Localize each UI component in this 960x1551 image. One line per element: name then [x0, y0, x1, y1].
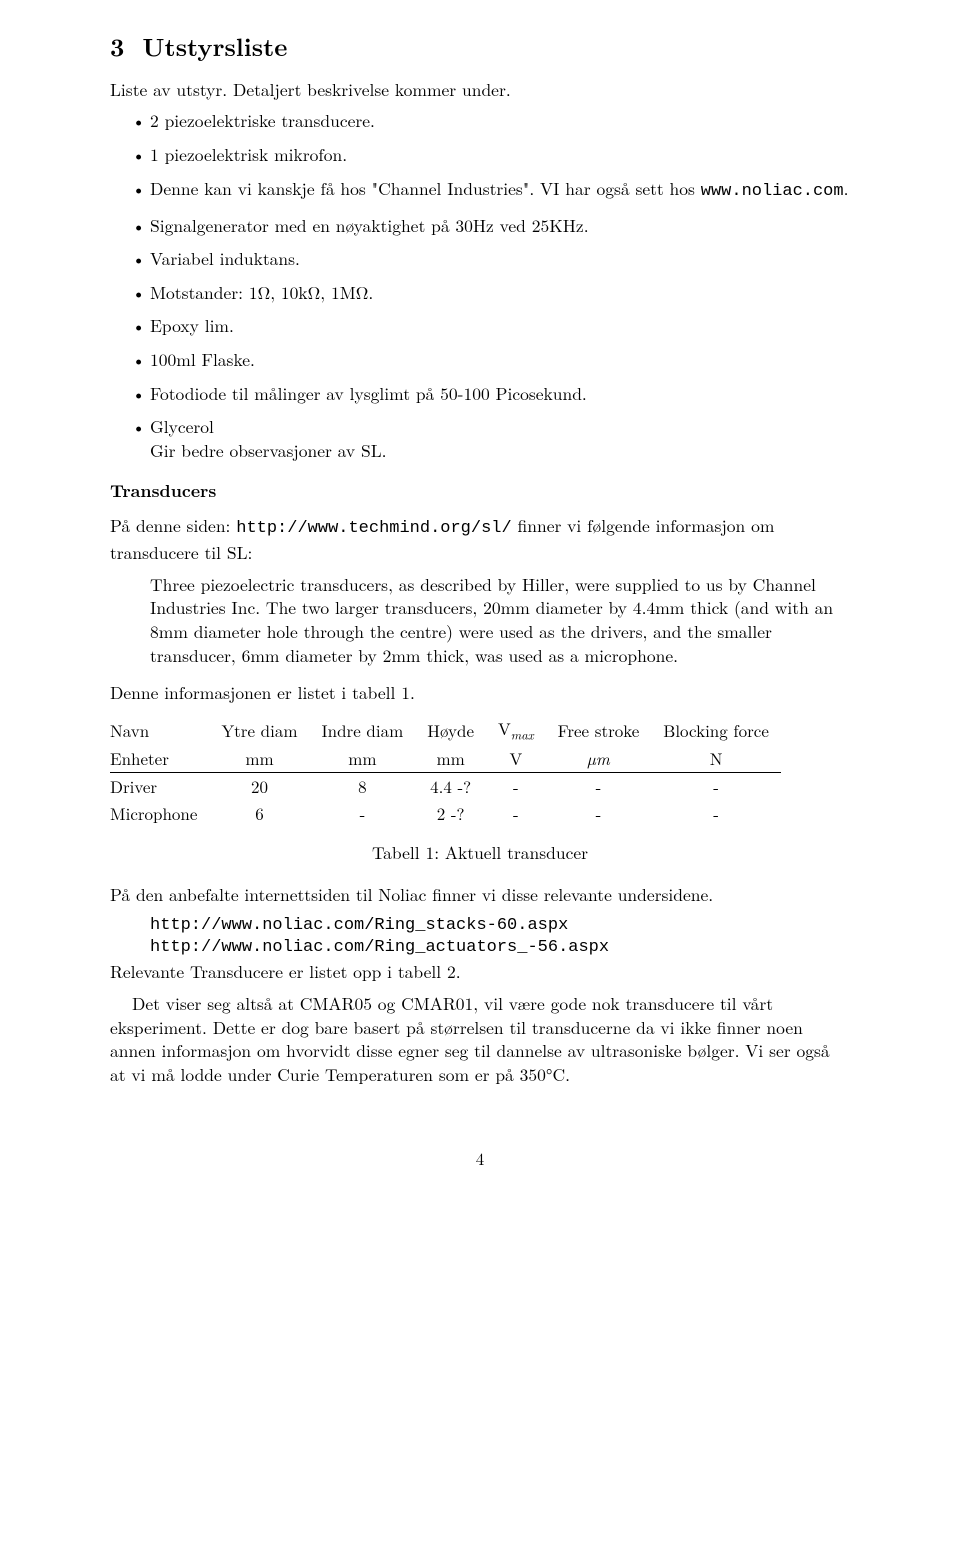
col-header: Vmax — [486, 715, 546, 746]
list-item: Fotodiode til målinger av lysglimt på 50… — [110, 382, 850, 406]
list-item-url: www.noliac.com — [701, 182, 844, 201]
list-item: Epoxy lim. — [110, 314, 850, 338]
cell: - — [546, 800, 652, 827]
text: V — [498, 716, 511, 740]
cell: - — [486, 800, 546, 827]
intro-paragraph: Liste av utstyr. Detaljert beskrivelse k… — [110, 78, 850, 102]
quote-block: Three piezoelectric transducers, as desc… — [150, 573, 850, 668]
transducers-p2: Denne informasjonen er listet i tabell 1… — [110, 681, 850, 705]
cell: - — [486, 773, 546, 800]
list-item-text: 100ml Flaske. — [150, 347, 255, 372]
list-item: Motstander: 1Ω, 10kΩ, 1MΩ. — [110, 281, 850, 305]
list-item-text: Denne kan vi kanskje få hos "Channel Ind… — [150, 176, 701, 201]
cell: - — [310, 800, 416, 827]
page-number: 4 — [110, 1147, 850, 1170]
cell: 4.4 -? — [415, 773, 486, 800]
table-units-row: Enheter mm mm mm V µm N — [110, 745, 781, 772]
cell: Driver — [110, 773, 209, 800]
list-item-text: . — [844, 176, 849, 201]
unit-cell: Enheter — [110, 745, 209, 772]
page: 3 Utstyrsliste Liste av utstyr. Detaljert… — [0, 0, 960, 1229]
cell: - — [651, 773, 781, 800]
list-item-text: 2 piezoelektriske transducere. — [150, 108, 375, 133]
unit-cell: mm — [310, 745, 416, 772]
cell: Microphone — [110, 800, 209, 827]
col-header: Ytre diam — [209, 715, 309, 746]
cell: - — [651, 800, 781, 827]
section-heading: 3 Utstyrsliste — [110, 30, 850, 64]
text: På denne siden: — [110, 513, 236, 538]
list-item-text: Signalgenerator med en nøyaktighet på 30… — [150, 213, 589, 238]
unit-cell: mm — [415, 745, 486, 772]
unit-cell: mm — [209, 745, 309, 772]
list-item: 2 piezoelektriske transducere. — [110, 109, 850, 133]
table-row: Driver 20 8 4.4 -? - - - — [110, 773, 781, 800]
list-item: 100ml Flaske. — [110, 348, 850, 372]
cell: 2 -? — [415, 800, 486, 827]
url-text: http://www.techmind.org/sl/ — [236, 519, 511, 538]
section-title: Utstyrsliste — [142, 29, 287, 64]
after-p3: Det viser seg altså at CMAR05 og CMAR01,… — [110, 992, 850, 1087]
subsection-heading: Transducers — [110, 479, 850, 503]
list-item-text: Epoxy lim. — [150, 313, 234, 338]
url-line: http://www.noliac.com/Ring_stacks-60.asp… — [110, 915, 850, 938]
list-item: Signalgenerator med en nøyaktighet på 30… — [110, 214, 850, 238]
unit-cell: µm — [546, 745, 652, 772]
cell: 6 — [209, 800, 309, 827]
url-line: http://www.noliac.com/Ring_actuators_-56… — [110, 937, 850, 960]
after-p2: Relevante Transducere er listet opp i ta… — [110, 960, 850, 984]
after-p1: På den anbefalte internettsiden til Noli… — [110, 883, 850, 907]
list-item: Glycerol Gir bedre observasjoner av SL. — [110, 415, 850, 462]
list-item: 1 piezoelektrisk mikrofon. — [110, 143, 850, 167]
table-header-row: Navn Ytre diam Indre diam Høyde Vmax Fre… — [110, 715, 781, 746]
cell: - — [546, 773, 652, 800]
transducers-p1: På denne siden: http://www.techmind.org/… — [110, 514, 850, 565]
table-caption: Tabell 1: Aktuell transducer — [110, 841, 850, 865]
cell: 20 — [209, 773, 309, 800]
col-header: Høyde — [415, 715, 486, 746]
list-item-text: 1 piezoelektrisk mikrofon. — [150, 142, 347, 167]
list-item-subtext: Gir bedre observasjoner av SL. — [150, 439, 850, 463]
equipment-list: 2 piezoelektriske transducere. 1 piezoel… — [110, 109, 850, 462]
list-item-text: Glycerol — [150, 414, 214, 439]
text: µm — [587, 746, 610, 770]
transducer-table: Navn Ytre diam Indre diam Høyde Vmax Fre… — [110, 715, 781, 827]
col-header: Navn — [110, 715, 209, 746]
list-item: Variabel induktans. — [110, 247, 850, 271]
unit-cell: V — [486, 745, 546, 772]
subscript: max — [511, 725, 534, 743]
table-row: Microphone 6 - 2 -? - - - — [110, 800, 781, 827]
list-item-text: Variabel induktans. — [150, 246, 300, 271]
section-number: 3 — [110, 29, 124, 64]
list-item-text: Motstander: 1Ω, 10kΩ, 1MΩ. — [150, 280, 373, 305]
unit-cell: N — [651, 745, 781, 772]
col-header: Indre diam — [310, 715, 416, 746]
list-item-text: Fotodiode til målinger av lysglimt på 50… — [150, 381, 587, 406]
list-item: Denne kan vi kanskje få hos "Channel Ind… — [110, 177, 850, 204]
cell: 8 — [310, 773, 416, 800]
col-header: Free stroke — [546, 715, 652, 746]
col-header: Blocking force — [651, 715, 781, 746]
